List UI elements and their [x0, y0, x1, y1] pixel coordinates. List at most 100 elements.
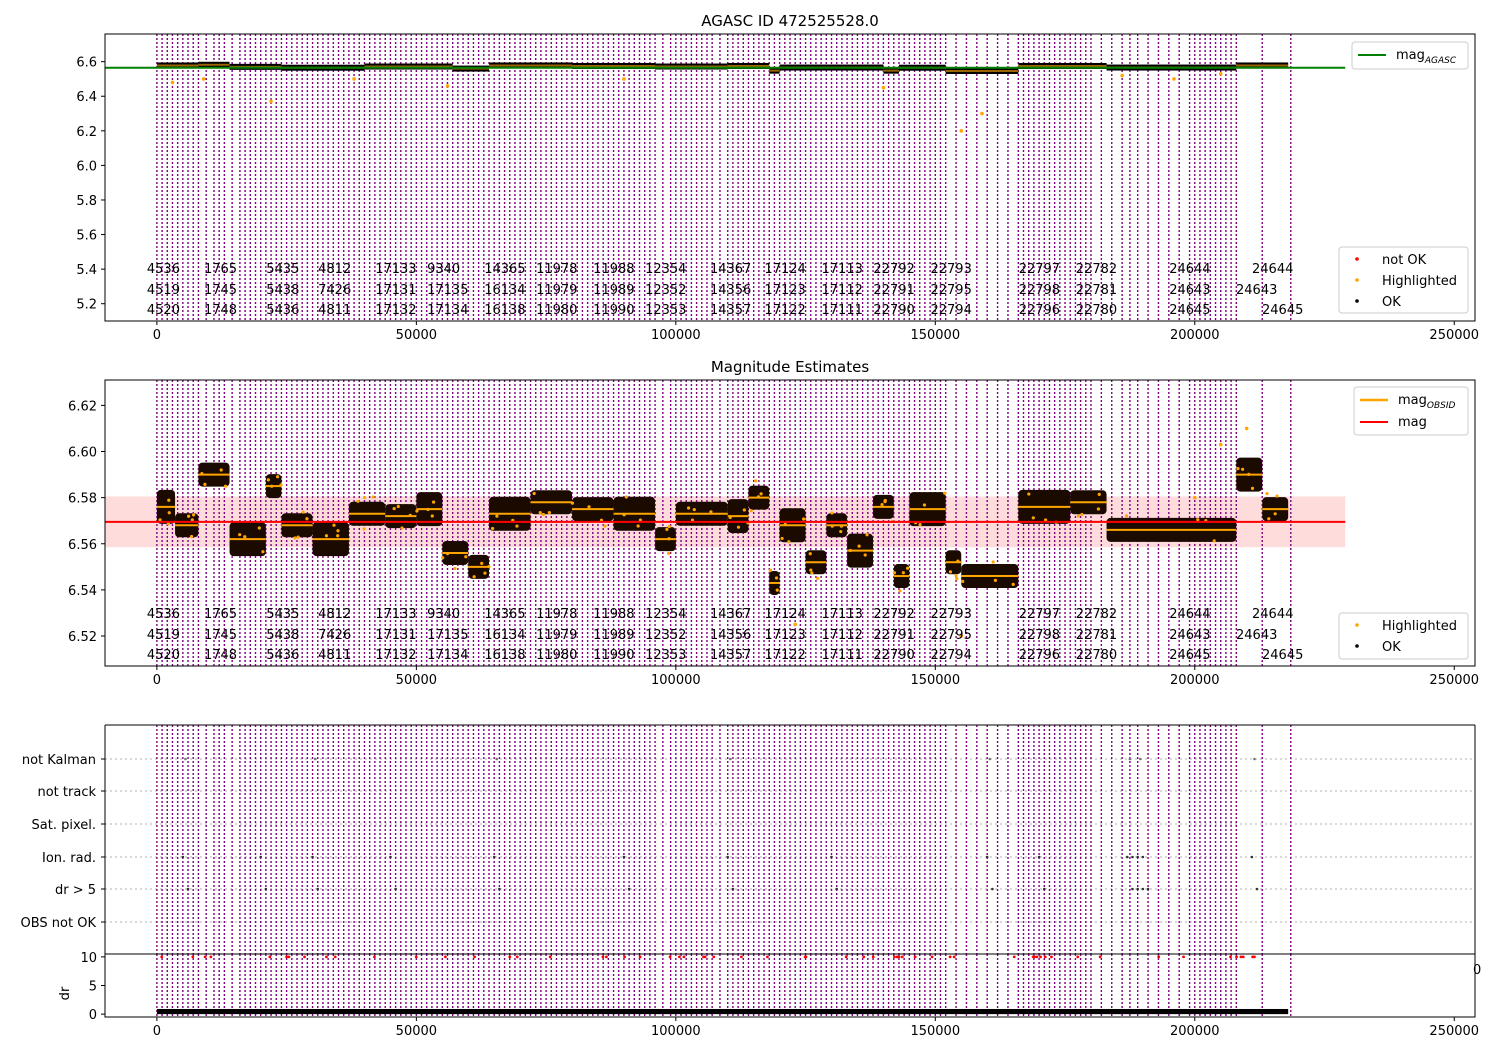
panel2-highlighted-point — [768, 568, 773, 572]
panel1-obsid-label: 22780 — [1076, 303, 1117, 318]
panel1-obsid-label: 24644 — [1169, 262, 1210, 277]
panel1-obsid-label: 22793 — [930, 262, 971, 277]
panel4-dr-high-point — [930, 955, 934, 959]
panel2-highlighted-point — [276, 475, 280, 479]
panel2-obsid-label: 17134 — [427, 648, 468, 663]
panel3-flag-point — [726, 855, 730, 859]
panel4-dr-high-point — [948, 955, 952, 959]
panel2-obsid-label: 14356 — [710, 628, 751, 643]
panel2-highlighted-point — [1097, 492, 1101, 496]
panel2-highlighted-point — [848, 548, 853, 553]
panel2-legend-swatch-1 — [1355, 644, 1359, 648]
panel1-obsid-label: 14367 — [710, 262, 751, 277]
panel4-xtick-label-2: 100000 — [651, 1024, 701, 1039]
panel2-ytick-label-3: 6.58 — [68, 492, 97, 507]
panel1-obsid-label: 11989 — [593, 283, 634, 298]
flag-label-5: OBS not OK — [21, 916, 97, 931]
panel2-highlighted-point — [665, 527, 669, 531]
panel3-flag-point — [313, 757, 317, 761]
panel1-highlighted-point-3 — [352, 77, 356, 81]
panel3-flag-point — [622, 855, 626, 859]
panel3-flag-point — [1255, 887, 1259, 891]
panel2-obsid-label: 24644 — [1169, 607, 1210, 622]
panel2-obsid-label: 17123 — [764, 628, 805, 643]
panel2-highlighted-point — [332, 523, 336, 527]
panel1-title: AGASC ID 472525528.0 — [701, 12, 879, 30]
panel1-obsid-label: 24643 — [1169, 283, 1210, 298]
panel2-highlighted-point — [336, 534, 340, 538]
panel2-highlighted-point — [1011, 582, 1015, 586]
panel2-highlighted-point — [293, 536, 297, 540]
panel2-obsid-label: 22796 — [1019, 648, 1060, 663]
panel2-obsid-label: 17124 — [764, 607, 805, 622]
panel2-highlighted-point — [754, 479, 758, 483]
panel2-highlighted-point — [956, 559, 960, 563]
panel1-obsid-label: 22781 — [1076, 283, 1117, 298]
panel2-ytick-label-5: 6.62 — [68, 399, 97, 414]
panel4-dr-high-point — [473, 955, 477, 959]
panel2-highlighted-point — [415, 509, 419, 513]
panel2-obsid-label: 22790 — [873, 648, 914, 663]
panel1-highlighted-point-9 — [1120, 73, 1124, 78]
panel2-highlighted-point — [431, 500, 436, 504]
panel2-highlighted-point — [991, 560, 995, 564]
flag-label-1: not track — [37, 785, 96, 800]
panel1-obsid-label: 16138 — [484, 303, 525, 318]
panel2-highlighted-point — [238, 533, 242, 537]
panel2-legend-swatch-0 — [1355, 623, 1359, 627]
panel2-highlighted-point — [167, 511, 171, 515]
panel2-obsid-label: 14357 — [710, 648, 751, 663]
panel1-ok-segment-hl-1 — [198, 63, 230, 66]
panel2-xtick-label-5: 250000 — [1429, 673, 1479, 688]
panel2-highlighted-extra-4 — [959, 634, 964, 638]
panel2-highlighted-point — [783, 522, 787, 526]
panel1-obsid-lines — [156, 34, 1292, 321]
panel1-obsid-label: 12353 — [645, 303, 686, 318]
panel2-obsid-label: 4520 — [147, 648, 180, 663]
panel2-obsid-label: 22792 — [873, 607, 914, 622]
panel2-highlighted-point — [603, 524, 607, 528]
panel2-obsid-label: 24643 — [1169, 628, 1210, 643]
panel4-obsid-lines — [156, 954, 1292, 1017]
panel4-dr-high-point — [1043, 955, 1047, 959]
panel1-obsid-label: 11988 — [593, 262, 634, 277]
panel2-obsid-label: 22781 — [1076, 628, 1117, 643]
panel2-highlighted-point — [787, 540, 791, 544]
panel2-legend-mag-label: mag — [1398, 415, 1427, 430]
panel1-obsid-label: 5438 — [266, 283, 299, 298]
panel2-obsid-row-1: 4536 1765 5435 4812 17133 9340 14365 11978 11988… — [147, 607, 1211, 622]
panel1-ok-segment-hl-7 — [572, 64, 656, 67]
panel4-dr-high-point — [1235, 955, 1238, 959]
flag-label-4: dr > 5 — [55, 883, 96, 898]
panel1-ytick-label-5: 6.2 — [76, 125, 97, 140]
panel2-highlighted-point — [809, 568, 813, 572]
panel2-highlighted-point — [880, 502, 884, 507]
panel3-flag-point — [1250, 855, 1254, 859]
panel3-flag-point — [988, 757, 992, 761]
panel2-highlighted-point — [759, 492, 763, 496]
panel1-obsid-label: 17131 — [375, 283, 416, 298]
panel4-dr-high-point — [623, 955, 626, 959]
panel2-highlighted-point — [1031, 516, 1035, 520]
panel4-ytick-label-2: 10 — [80, 951, 97, 966]
panel2-xtick-label-3: 150000 — [910, 673, 960, 688]
panel1-obsid-tail-2: 24643 — [1236, 283, 1277, 298]
panel2-highlighted-point — [356, 499, 360, 503]
panel1-obsid-row-3: 4520 1748 5436 4811 17132 17134 16138 11980 1199… — [147, 303, 1211, 318]
panel2-highlighted-point — [961, 579, 965, 583]
panel1-obsid-row-2: 4519 1745 5438 7426 17131 17135 16134 11979 1198… — [147, 283, 1211, 298]
panel4-dr-high-point — [766, 955, 769, 959]
panel4-dr-high-point — [160, 955, 164, 959]
panel4-dr-high-point — [844, 955, 848, 959]
panel1-obsid-label: 12354 — [645, 262, 686, 277]
panel2-highlighted-point — [426, 507, 430, 512]
panel1-obsid-label: 11978 — [536, 262, 577, 277]
panel2-highlighted-point — [943, 491, 947, 495]
panel2-obsid-tail-2: 24643 — [1236, 628, 1277, 643]
panel3-flag-point — [731, 887, 735, 891]
panel4-ytick-label-1: 5 — [89, 980, 97, 995]
panel1-obsid-label: 12352 — [645, 283, 686, 298]
panel2-highlighted-point — [587, 505, 591, 509]
panel2-highlighted-point — [189, 534, 194, 539]
panel2-obsid-label: 22795 — [930, 628, 971, 643]
